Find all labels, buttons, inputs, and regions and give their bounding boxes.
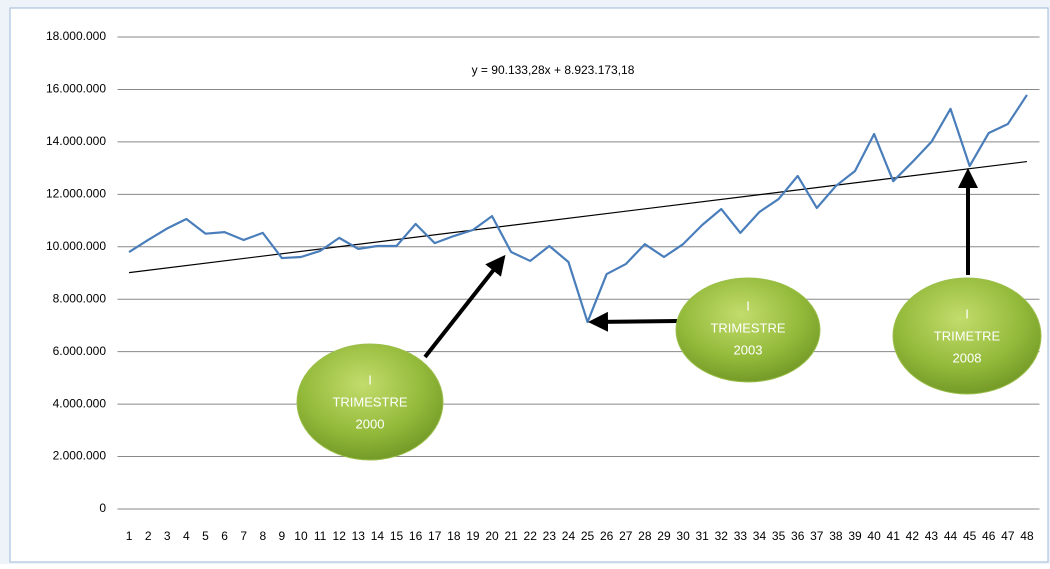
y-tick-label: 6.000.000 bbox=[53, 344, 107, 358]
arrow bbox=[423, 254, 506, 359]
trendline-equation: y = 90.133,28x + 8.923.173,18 bbox=[472, 63, 635, 77]
annotation-text: 2000 bbox=[356, 416, 385, 431]
y-tick-label: 2.000.000 bbox=[53, 449, 107, 463]
y-tick-label: 0 bbox=[99, 501, 106, 515]
x-tick-label: 25 bbox=[581, 529, 595, 543]
annotation-text: TRIMESTRE bbox=[332, 394, 407, 409]
x-tick-label: 27 bbox=[619, 529, 633, 543]
x-tick-label: 9 bbox=[279, 529, 286, 543]
x-tick-label: 33 bbox=[734, 529, 748, 543]
x-tick-label: 17 bbox=[428, 529, 442, 543]
x-tick-label: 28 bbox=[638, 529, 652, 543]
x-tick-label: 38 bbox=[829, 529, 843, 543]
x-tick-label: 43 bbox=[925, 529, 939, 543]
x-tick-label: 5 bbox=[202, 529, 209, 543]
annotation: I TRIMESTRE 2000 bbox=[296, 343, 444, 461]
x-tick-label: 41 bbox=[887, 529, 901, 543]
x-tick-label: 32 bbox=[715, 529, 729, 543]
annotation-text: TRIMETRE bbox=[934, 328, 1001, 343]
y-tick-label: 12.000.000 bbox=[46, 187, 106, 201]
x-tick-label: 12 bbox=[333, 529, 347, 543]
x-tick-label: 7 bbox=[240, 529, 247, 543]
x-tick-label: 31 bbox=[695, 529, 709, 543]
x-tick-label: 45 bbox=[963, 529, 977, 543]
annotation-text: 2003 bbox=[734, 342, 763, 357]
x-tick-label: 26 bbox=[600, 529, 614, 543]
x-tick-label: 20 bbox=[485, 529, 499, 543]
x-tick-label: 3 bbox=[164, 529, 171, 543]
y-tick-label: 16.000.000 bbox=[46, 82, 106, 96]
x-tick-label: 14 bbox=[371, 529, 385, 543]
y-tick-label: 18.000.000 bbox=[46, 29, 106, 43]
annotation-text: TRIMESTRE bbox=[710, 320, 785, 335]
arrows bbox=[423, 168, 978, 359]
x-tick-label: 44 bbox=[944, 529, 958, 543]
x-tick-label: 11 bbox=[314, 529, 327, 543]
arrow bbox=[588, 311, 679, 332]
y-tick-label: 4.000.000 bbox=[53, 396, 107, 410]
bubble bbox=[675, 277, 821, 383]
x-tick-label: 46 bbox=[982, 529, 996, 543]
y-tick-label: 10.000.000 bbox=[46, 239, 106, 253]
x-tick-label: 47 bbox=[1001, 529, 1015, 543]
data-line bbox=[128, 94, 1028, 324]
bubble bbox=[892, 277, 1042, 395]
x-tick-label: 13 bbox=[352, 529, 366, 543]
x-tick-label: 10 bbox=[294, 529, 308, 543]
annotation: I TRIMETRE 2008 bbox=[892, 277, 1042, 395]
y-tick-label: 8.000.000 bbox=[53, 291, 107, 305]
x-tick-label: 48 bbox=[1020, 529, 1034, 543]
x-tick-label: 8 bbox=[259, 529, 266, 543]
x-tick-label: 34 bbox=[753, 529, 767, 543]
x-tick-label: 24 bbox=[562, 529, 576, 543]
annotation-text: I bbox=[965, 306, 969, 321]
x-tick-label: 18 bbox=[447, 529, 461, 543]
annotation-text: I bbox=[368, 372, 372, 387]
x-tick-label: 37 bbox=[810, 529, 824, 543]
x-tick-label: 15 bbox=[390, 529, 404, 543]
x-tick-label: 39 bbox=[848, 529, 862, 543]
annotation-text: I bbox=[746, 298, 750, 313]
x-tick-label: 40 bbox=[867, 529, 881, 543]
chart-frame bbox=[9, 7, 1049, 563]
x-tick-label: 36 bbox=[791, 529, 805, 543]
x-tick-label: 21 bbox=[504, 529, 518, 543]
x-tick-label: 29 bbox=[657, 529, 671, 543]
annotation-text: 2008 bbox=[953, 350, 982, 365]
y-tick-label: 14.000.000 bbox=[46, 134, 106, 148]
bubble bbox=[296, 343, 444, 461]
x-tick-label: 1 bbox=[126, 529, 133, 543]
x-tick-label: 22 bbox=[524, 529, 538, 543]
annotation: I TRIMESTRE 2003 bbox=[675, 277, 821, 383]
x-tick-label: 30 bbox=[676, 529, 690, 543]
x-tick-label: 16 bbox=[409, 529, 423, 543]
x-tick-label: 35 bbox=[772, 529, 786, 543]
x-tick-label: 19 bbox=[466, 529, 480, 543]
x-tick-label: 2 bbox=[145, 529, 152, 543]
x-tick-label: 6 bbox=[221, 529, 228, 543]
x-tick-label: 42 bbox=[906, 529, 920, 543]
x-tick-label: 4 bbox=[183, 529, 190, 543]
x-tick-label: 23 bbox=[543, 529, 557, 543]
